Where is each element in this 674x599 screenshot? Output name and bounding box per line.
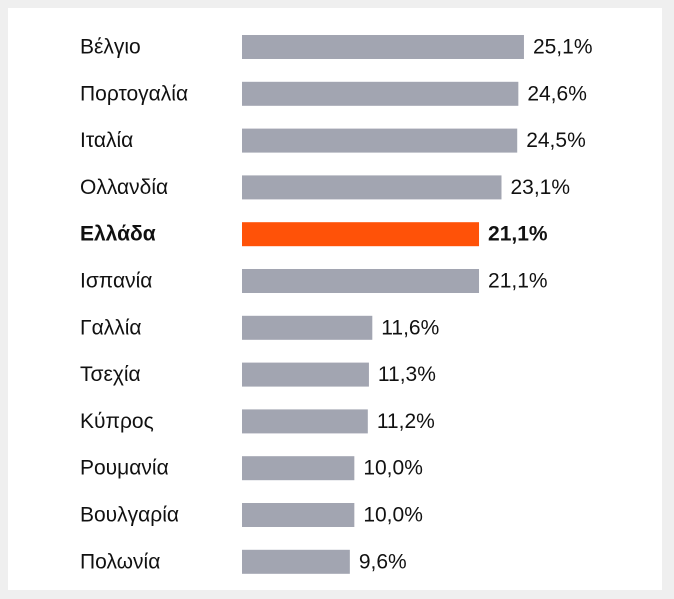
value-label: 10,0% [363,504,423,527]
value-label: 24,6% [527,82,587,105]
category-label: Πορτογαλία [80,82,188,105]
value-label: 21,1% [488,223,548,246]
category-label: Γαλλία [80,316,142,339]
value-label: 24,5% [526,129,586,152]
category-label: Πολωνία [80,550,160,573]
value-label: 9,6% [359,550,407,573]
category-label: Κύπρος [80,410,154,433]
category-label: Ρουμανία [80,457,169,480]
category-label: Βουλγαρία [80,504,179,527]
bar [242,315,373,340]
bar [242,549,350,574]
bar [242,362,369,387]
value-label: 25,1% [533,36,593,59]
value-label: 23,1% [510,176,570,199]
bar [242,222,480,247]
bar [242,81,519,106]
value-label: 11,3% [378,363,436,386]
bar [242,128,518,153]
value-label: 21,1% [488,270,548,293]
bar [242,175,502,200]
category-label: Ισπανία [80,270,152,293]
bar [242,409,368,434]
category-label: Βέλγιο [80,36,141,59]
bar [242,503,355,527]
bar [242,269,480,293]
value-label: 11,2% [377,410,435,433]
bar [242,35,524,59]
bar [242,456,355,481]
category-label: Τσεχία [80,363,141,386]
value-label: 10,0% [363,457,423,480]
category-label: Ελλάδα [80,223,156,246]
category-label: Ιταλία [80,129,133,152]
category-label: Ολλανδία [80,176,168,199]
value-label: 11,6% [381,316,439,339]
